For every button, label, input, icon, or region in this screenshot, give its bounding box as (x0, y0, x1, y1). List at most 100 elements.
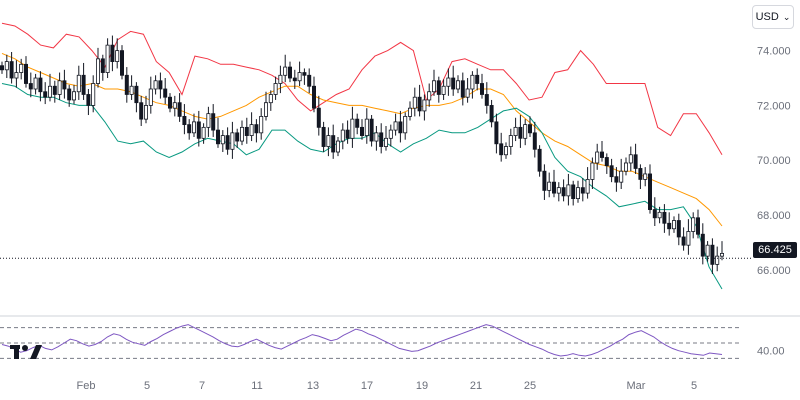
candle (235, 128, 240, 148)
candle-body-down (475, 74, 480, 84)
candle (14, 60, 19, 88)
candle (542, 164, 547, 200)
candle (595, 143, 600, 170)
candle-body-down (633, 154, 638, 169)
candle-body-up (657, 211, 662, 219)
candle (331, 124, 336, 159)
candle-body-down (518, 126, 523, 139)
candle-body-up (720, 253, 725, 257)
candle-body-down (100, 58, 105, 73)
candle-body-up (585, 179, 590, 194)
time-tick-label: 7 (199, 380, 205, 392)
candle (355, 113, 360, 135)
candle-body-down (225, 135, 230, 150)
candle-body-up (427, 91, 432, 101)
candle (273, 76, 278, 100)
candle-body-up (283, 66, 288, 76)
candle (120, 45, 125, 80)
candle-body-up (628, 154, 633, 164)
price-tick-label: 70.000 (757, 155, 791, 167)
candle (100, 54, 105, 81)
candle (494, 113, 499, 154)
candle (153, 75, 158, 95)
candle (283, 54, 288, 83)
candle-body-down (163, 88, 168, 98)
candle-body-up (590, 162, 595, 180)
candlestick-series (0, 35, 725, 274)
candle (686, 219, 691, 255)
candle-body-down (235, 132, 240, 142)
time-tick-label: 19 (416, 380, 428, 392)
candle (475, 68, 480, 91)
price-tick-label: 72.000 (757, 100, 791, 112)
candle-body-up (278, 74, 283, 84)
candle (201, 123, 206, 144)
candle-body-down (292, 77, 297, 82)
candle (499, 132, 504, 162)
currency-selector-button[interactable]: USD ⌄ (752, 5, 794, 29)
candle-body-up (230, 132, 235, 150)
candle-body-down (287, 66, 292, 79)
candle (523, 119, 528, 146)
last-price-value: 66.425 (758, 244, 792, 256)
candle (451, 65, 456, 96)
candle (696, 209, 701, 239)
candle-body-up (201, 126, 206, 139)
candle-body-up (523, 124, 528, 139)
candle (287, 61, 292, 83)
candle (76, 65, 81, 100)
candle-body-down (528, 124, 533, 134)
candle (335, 136, 340, 157)
candle (422, 94, 427, 121)
candle (163, 78, 168, 105)
rsi-axis-labels: 40.00 (757, 346, 785, 358)
candle (297, 61, 302, 87)
candle-body-up (556, 187, 561, 194)
candle-body-up (249, 124, 254, 136)
candle-body-down (484, 94, 489, 106)
candle (662, 204, 667, 233)
candle-body-down (62, 80, 67, 90)
candle (115, 38, 120, 69)
candle-body-up (76, 74, 81, 93)
candle-body-up (239, 126, 244, 142)
candle (215, 117, 220, 148)
candle-body-down (0, 65, 4, 71)
candle (206, 106, 211, 137)
candle-body-down (110, 44, 115, 62)
candle-body-up (72, 91, 77, 101)
candle-body-up (513, 126, 518, 136)
candle (124, 67, 129, 103)
candle (503, 142, 508, 159)
candle (484, 82, 489, 114)
time-tick-label: 25 (524, 380, 536, 392)
candle-body-down (311, 85, 316, 109)
candle-body-down (604, 157, 609, 167)
candle (110, 35, 115, 72)
last-price-badge: 66.425 (753, 242, 797, 258)
candle (225, 127, 230, 155)
candle-body-down (316, 107, 321, 128)
candle-body-down (38, 77, 43, 93)
candle-body-down (302, 72, 307, 76)
candle (139, 95, 144, 126)
candle-body-up (268, 94, 273, 104)
candle (91, 75, 96, 113)
candle-body-down (667, 222, 672, 230)
candle (249, 112, 254, 142)
candle-body-down (580, 187, 585, 194)
candle (412, 87, 417, 117)
bollinger-middle-band (1, 52, 723, 227)
candle (379, 123, 384, 154)
candle-body-down (648, 173, 653, 210)
candle-body-up (33, 77, 38, 90)
candle (350, 106, 355, 148)
candle (326, 127, 331, 157)
candle-body-down (609, 165, 614, 178)
candle (518, 115, 523, 148)
candle-body-down (244, 126, 249, 136)
candle (393, 113, 398, 136)
candle-body-up (388, 129, 393, 139)
candle (72, 84, 77, 105)
